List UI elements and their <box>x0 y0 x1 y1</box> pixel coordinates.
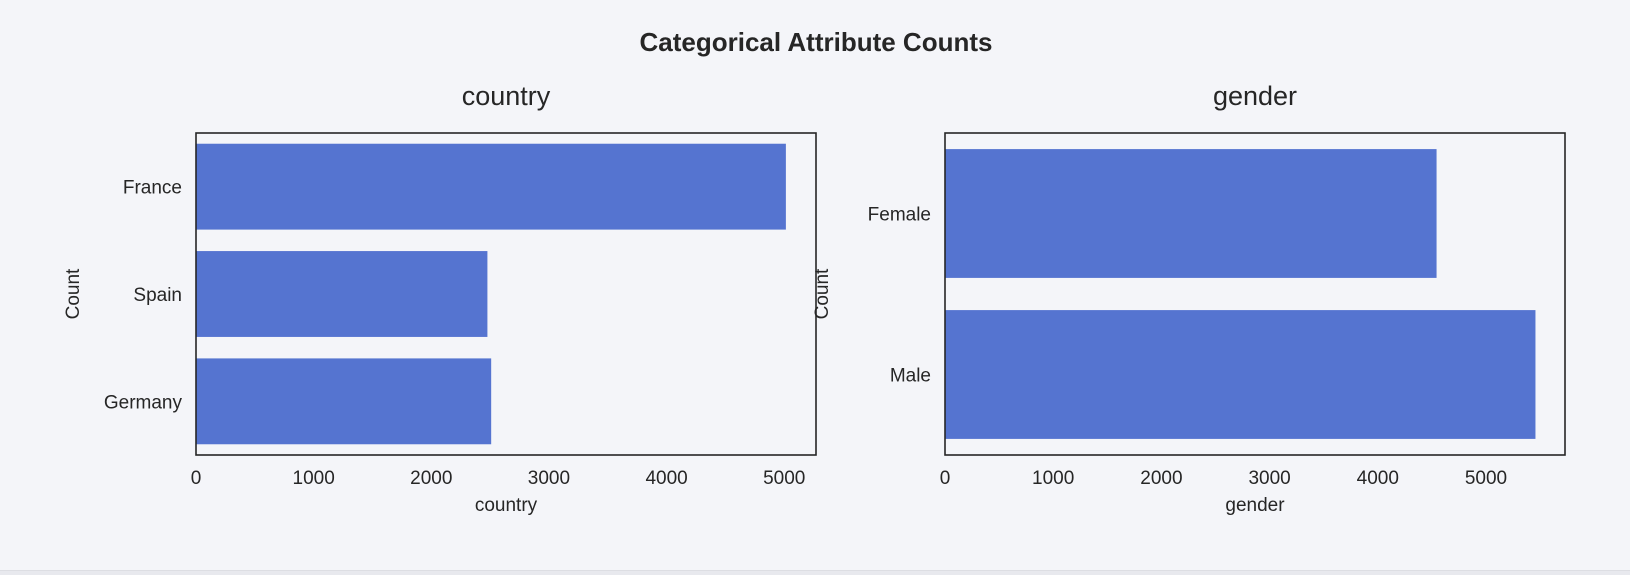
subplot-country: country France Spain Germany 0 1000 2000 3000 40… <box>63 81 817 516</box>
x-tick-label: 5000 <box>1465 468 1507 489</box>
x-axis-label: country <box>475 495 538 516</box>
y-axis-label: Count <box>812 268 833 319</box>
x-axis-label: gender <box>1225 495 1285 516</box>
x-tick-label: 1000 <box>293 468 335 489</box>
axes-frame <box>944 132 1566 456</box>
x-tick-label: 3000 <box>1248 468 1290 489</box>
subplot-title: gender <box>1213 81 1297 111</box>
subplot-gender: gender Female Male 0 1000 2000 3000 4000 5000 gen… <box>812 81 1566 516</box>
bar-france <box>196 143 786 230</box>
figure-title: Categorical Attribute Counts <box>640 27 993 57</box>
y-tick-label: Male <box>890 366 931 387</box>
y-tick-label: Germany <box>104 392 183 413</box>
x-tick-label: 4000 <box>1357 468 1399 489</box>
x-tick-label: 2000 <box>1140 468 1182 489</box>
y-tick-label: Spain <box>133 285 182 306</box>
x-tick-label: 3000 <box>528 468 570 489</box>
y-axis-label: Count <box>63 268 84 319</box>
x-tick-label: 5000 <box>763 468 805 489</box>
plots: country France Spain Germany 0 1000 2000 3000 40… <box>63 81 1566 516</box>
bar-germany <box>196 358 492 445</box>
bar-male <box>945 310 1536 439</box>
x-tick-label: 0 <box>940 468 951 489</box>
x-tick-label: 0 <box>191 468 202 489</box>
subplot-title: country <box>462 81 551 111</box>
bar-female <box>945 149 1437 278</box>
x-tick-label: 2000 <box>410 468 452 489</box>
y-tick-label: France <box>123 178 182 199</box>
x-tick-label: 1000 <box>1032 468 1074 489</box>
y-tick-label: Female <box>868 205 931 226</box>
bar-spain <box>196 251 488 337</box>
x-tick-label: 4000 <box>645 468 687 489</box>
axes-frame <box>195 132 817 456</box>
